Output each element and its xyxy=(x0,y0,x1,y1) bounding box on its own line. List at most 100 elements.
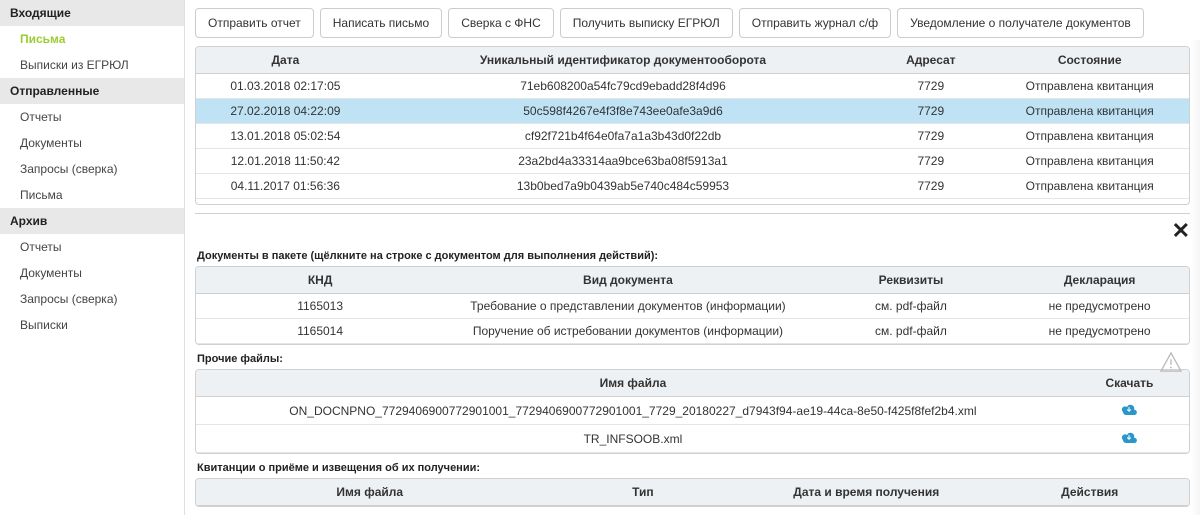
receipts-header: Имя файла xyxy=(196,479,544,506)
main-table-header: Уникальный идентификатор документооборот… xyxy=(375,47,872,74)
table-cell: 13.01.2018 05:02:54 xyxy=(196,124,375,149)
table-cell: Отправлена квитанция xyxy=(990,99,1189,124)
table-row[interactable]: 1165014Поручение об истребовании докумен… xyxy=(196,319,1189,344)
table-cell: 1d58084a137d459badd58898b1d992c8 xyxy=(375,199,872,206)
table-cell: 27.02.2018 04:22:09 xyxy=(196,99,375,124)
main-table-header: Дата xyxy=(196,47,375,74)
receipts-header: Дата и время получения xyxy=(742,479,990,506)
sidebar-section-header: Отправленные xyxy=(0,78,184,104)
table-row[interactable]: 20.10.2017 11:11:221d58084a137d459badd58… xyxy=(196,199,1189,206)
close-icon[interactable]: ✕ xyxy=(1172,218,1190,244)
files-table-wrap: Имя файлаСкачать ON_DOCNPNO_772940690077… xyxy=(195,369,1190,454)
files-label: Прочие файлы: xyxy=(197,353,1190,365)
warning-icon xyxy=(1160,352,1182,375)
receipts-header: Действия xyxy=(990,479,1189,506)
table-cell: 7729 xyxy=(871,99,990,124)
files-body: ON_DOCNPNO_7729406900772901001_772940690… xyxy=(196,397,1189,453)
scrollbar-hint xyxy=(1190,40,1200,515)
docs-label: Документы в пакете (щёлкните на строке с… xyxy=(197,250,1190,262)
main-table-header-row: ДатаУникальный идентификатор документооб… xyxy=(196,47,1189,74)
table-cell: 23a2bd4a33314aa9bce63ba08f5913a1 xyxy=(375,149,872,174)
docs-header: Декларация xyxy=(1010,267,1189,294)
docs-header: Реквизиты xyxy=(812,267,1011,294)
sidebar-item[interactable]: Запросы (сверка) xyxy=(0,156,184,182)
docs-header: КНД xyxy=(196,267,444,294)
toolbar-button[interactable]: Отправить отчет xyxy=(195,8,314,38)
toolbar-button[interactable]: Отправить журнал с/ф xyxy=(739,8,891,38)
toolbar-button[interactable]: Написать письмо xyxy=(320,8,442,38)
files-header: Имя файла xyxy=(196,370,1070,397)
toolbar: Отправить отчетНаписать письмоСверка с Ф… xyxy=(185,0,1200,46)
files-header-row: Имя файлаСкачать xyxy=(196,370,1189,397)
table-cell: 7729 xyxy=(871,124,990,149)
table-row[interactable]: ON_DOCNPNO_7729406900772901001_772940690… xyxy=(196,397,1189,425)
table-cell: 04.11.2017 01:56:36 xyxy=(196,174,375,199)
sidebar-section-header: Входящие xyxy=(0,0,184,26)
table-cell: 12.01.2018 11:50:42 xyxy=(196,149,375,174)
table-row[interactable]: TR_INFSOOB.xml xyxy=(196,425,1189,453)
table-cell: 01.03.2018 02:17:05 xyxy=(196,74,375,99)
docs-table-wrap: КНДВид документаРеквизитыДекларация 1165… xyxy=(195,266,1190,345)
receipts-header-row: Имя файлаТипДата и время полученияДейств… xyxy=(196,479,1189,506)
table-cell: см. pdf-файл xyxy=(812,294,1011,319)
files-table: Имя файлаСкачать ON_DOCNPNO_772940690077… xyxy=(196,370,1189,453)
main-table-header: Состояние xyxy=(990,47,1189,74)
main-table-body: 01.03.2018 02:17:0571eb608200a54fc79cd9e… xyxy=(196,74,1189,206)
table-row[interactable]: 13.01.2018 05:02:54cf92f721b4f64e0fa7a1a… xyxy=(196,124,1189,149)
table-cell: Поручение об истребовании документов (ин… xyxy=(444,319,811,344)
download-icon[interactable] xyxy=(1120,402,1138,416)
table-row[interactable]: 01.03.2018 02:17:0571eb608200a54fc79cd9e… xyxy=(196,74,1189,99)
download-cell xyxy=(1070,397,1189,425)
sidebar-item[interactable]: Выписки xyxy=(0,312,184,338)
file-name-cell: ON_DOCNPNO_7729406900772901001_772940690… xyxy=(196,397,1070,425)
table-cell: 7729 xyxy=(871,149,990,174)
main-panel: Отправить отчетНаписать письмоСверка с Ф… xyxy=(185,0,1200,515)
table-cell: 1165014 xyxy=(196,319,444,344)
sidebar: ВходящиеПисьмаВыписки из ЕГРЮЛОтправленн… xyxy=(0,0,185,515)
docs-body: 1165013Требование о представлении докуме… xyxy=(196,294,1189,344)
sidebar-item[interactable]: Отчеты xyxy=(0,104,184,130)
table-row[interactable]: 27.02.2018 04:22:0950c598f4267e4f3f8e743… xyxy=(196,99,1189,124)
table-cell: 71eb608200a54fc79cd9ebadd28f4d96 xyxy=(375,74,872,99)
sidebar-item[interactable]: Письма xyxy=(0,182,184,208)
table-cell: 7729 xyxy=(871,174,990,199)
table-cell: Отправлена квитанция xyxy=(990,124,1189,149)
table-cell: 1165013 xyxy=(196,294,444,319)
sidebar-item[interactable]: Отчеты xyxy=(0,234,184,260)
table-cell: 7729 xyxy=(871,74,990,99)
table-cell: 7729 xyxy=(871,199,990,206)
download-cell xyxy=(1070,425,1189,453)
sidebar-item[interactable]: Запросы (сверка) xyxy=(0,286,184,312)
toolbar-button[interactable]: Получить выписку ЕГРЮЛ xyxy=(560,8,733,38)
sidebar-item[interactable]: Выписки из ЕГРЮЛ xyxy=(0,52,184,78)
table-cell: см. pdf-файл xyxy=(812,319,1011,344)
table-cell: Отправлена квитанция xyxy=(990,149,1189,174)
main-table: ДатаУникальный идентификатор документооб… xyxy=(196,47,1189,205)
sidebar-item[interactable]: Документы xyxy=(0,130,184,156)
table-cell: Отправлена квитанция xyxy=(990,174,1189,199)
sidebar-item[interactable]: Письма xyxy=(0,26,184,52)
main-table-wrap: ДатаУникальный идентификатор документооб… xyxy=(195,46,1190,205)
table-cell: cf92f721b4f64e0fa7a1a3b43d0f22db xyxy=(375,124,872,149)
docs-header: Вид документа xyxy=(444,267,811,294)
sidebar-section-header: Архив xyxy=(0,208,184,234)
download-icon[interactable] xyxy=(1120,430,1138,444)
toolbar-button[interactable]: Сверка с ФНС xyxy=(448,8,554,38)
receipts-table: Имя файлаТипДата и время полученияДейств… xyxy=(196,479,1189,506)
toolbar-button[interactable]: Уведомление о получателе документов xyxy=(897,8,1144,38)
sidebar-item[interactable]: Документы xyxy=(0,260,184,286)
receipts-label: Квитанции о приёме и извещения об их пол… xyxy=(197,462,1190,474)
receipts-table-wrap: Имя файлаТипДата и время полученияДейств… xyxy=(195,478,1190,507)
table-cell: Требование о представлении документов (и… xyxy=(444,294,811,319)
app-root: ВходящиеПисьмаВыписки из ЕГРЮЛОтправленн… xyxy=(0,0,1200,515)
table-row[interactable]: 1165013Требование о представлении докуме… xyxy=(196,294,1189,319)
receipts-header: Тип xyxy=(544,479,743,506)
table-cell: 20.10.2017 11:11:22 xyxy=(196,199,375,206)
table-cell: не предусмотрено xyxy=(1010,319,1189,344)
table-row[interactable]: 04.11.2017 01:56:3613b0bed7a9b0439ab5e74… xyxy=(196,174,1189,199)
table-cell: 50c598f4267e4f3f8e743ee0afe3a9d6 xyxy=(375,99,872,124)
table-cell: 13b0bed7a9b0439ab5e740c484c59953 xyxy=(375,174,872,199)
main-table-header: Адресат xyxy=(871,47,990,74)
table-row[interactable]: 12.01.2018 11:50:4223a2bd4a33314aa9bce63… xyxy=(196,149,1189,174)
table-cell: Отправлена квитанция xyxy=(990,74,1189,99)
